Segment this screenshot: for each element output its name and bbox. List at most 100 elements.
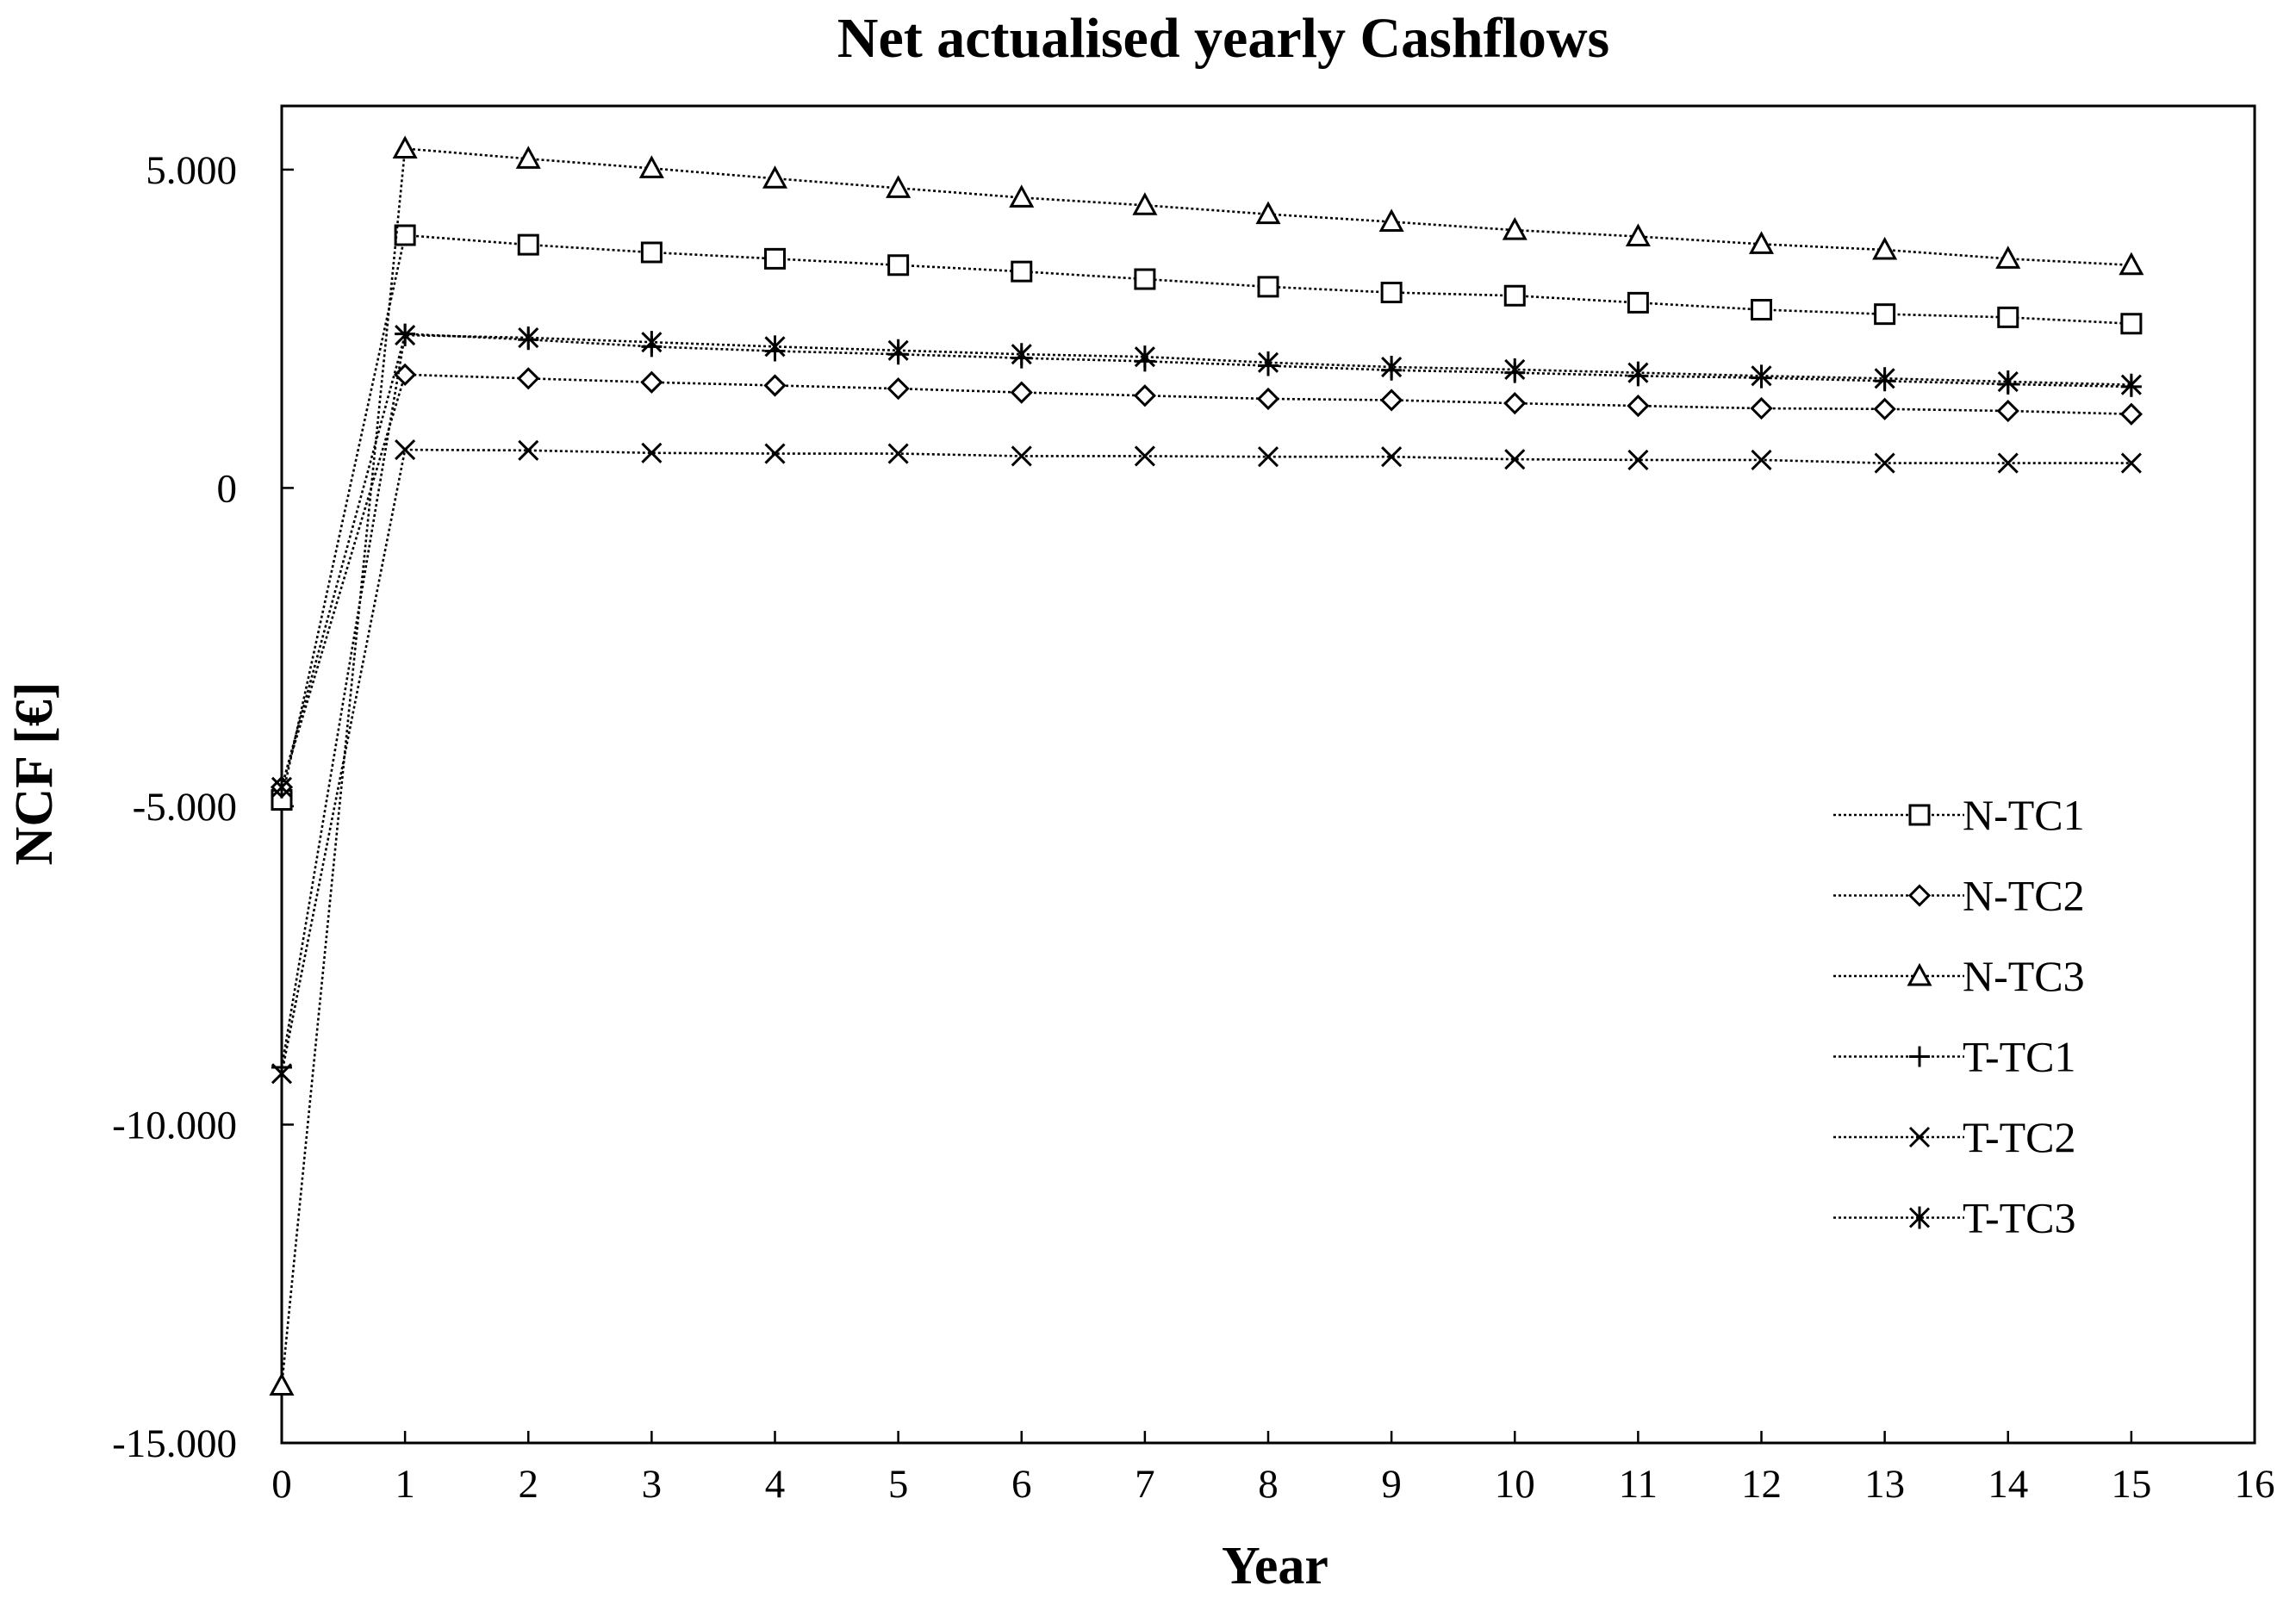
y-tick-label: 5.000	[146, 148, 237, 193]
data-point	[1995, 246, 2021, 269]
data-point	[518, 326, 539, 350]
data-point	[1872, 236, 1898, 260]
data-point	[763, 374, 787, 397]
data-point	[269, 1372, 295, 1396]
series-line	[280, 233, 2131, 800]
data-point	[2119, 402, 2143, 426]
data-point	[1381, 356, 1403, 379]
data-point	[1257, 446, 1279, 468]
data-point	[271, 1063, 293, 1085]
data-point	[1502, 216, 1528, 240]
legend-item: N-TC3	[1833, 952, 2085, 1000]
legend-item: T-TC3	[1833, 1194, 2076, 1242]
data-point	[764, 335, 786, 358]
data-point	[392, 135, 418, 159]
x-axis: 0 1 2 3 4 5 6 7 8 9 10 11 12 13 14 15 16	[271, 1431, 2275, 1507]
y-tick-label: -15.000	[112, 1421, 237, 1466]
data-point	[1997, 370, 2019, 394]
legend-marker	[1907, 884, 1932, 907]
data-point	[395, 439, 416, 461]
y-tick-label: -5.000	[133, 785, 237, 830]
data-point	[887, 443, 909, 464]
data-point	[1874, 303, 1896, 326]
series-T-TC1	[271, 323, 2142, 1078]
data-point	[1134, 268, 1156, 290]
legend-label: T-TC1	[1963, 1033, 2076, 1081]
data-point	[641, 442, 663, 463]
series-line	[280, 333, 2131, 1068]
legend-item: T-TC1	[1833, 1033, 2076, 1081]
data-point	[1627, 361, 1649, 384]
series-T-TC3	[271, 324, 2142, 799]
legend-item: T-TC2	[1833, 1113, 2076, 1161]
series-line	[280, 333, 2131, 788]
legend-label: T-TC2	[1963, 1113, 2076, 1161]
series-N-TC1	[271, 224, 2143, 811]
x-tick-label: 12	[1741, 1462, 1782, 1507]
legend-item: N-TC1	[1833, 791, 2085, 839]
data-point	[764, 247, 786, 270]
y-axis-title: NCF [€]	[5, 682, 64, 866]
x-tick-label: 5	[888, 1462, 909, 1507]
data-point	[1627, 291, 1649, 314]
x-tick-label: 0	[271, 1462, 292, 1507]
data-point	[1748, 231, 1775, 254]
y-axis: 5.000 0 -5.000 -10.000 -15.000	[112, 148, 294, 1466]
x-tick-label: 6	[1011, 1462, 1032, 1507]
data-point	[1256, 387, 1280, 411]
data-point	[1997, 306, 2019, 328]
data-point	[1132, 192, 1158, 215]
data-point	[640, 241, 663, 264]
data-point	[1011, 445, 1032, 467]
data-point	[515, 146, 541, 169]
data-point	[395, 324, 416, 347]
y-tick-label: 0	[217, 466, 238, 511]
data-point	[1627, 449, 1649, 470]
data-point	[394, 363, 417, 386]
legend-label: T-TC3	[1963, 1194, 2076, 1242]
data-point	[1751, 449, 1772, 470]
data-point	[886, 175, 912, 198]
data-point	[2119, 252, 2144, 276]
plot-area-border	[280, 104, 2256, 1445]
data-point	[1255, 201, 1281, 225]
x-tick-label: 15	[2111, 1462, 2151, 1507]
data-point	[394, 224, 416, 246]
legend-item: N-TC2	[1833, 872, 2085, 920]
data-point	[1504, 449, 1526, 470]
x-axis-title: Year	[1222, 1537, 1328, 1595]
data-point	[1503, 284, 1526, 307]
data-point	[1380, 389, 1403, 412]
data-point	[517, 233, 539, 256]
x-tick-label: 7	[1135, 1462, 1155, 1507]
x-tick-label: 10	[1495, 1462, 1535, 1507]
data-point	[1750, 396, 1773, 420]
data-point	[1997, 452, 2019, 474]
series-N-TC2	[270, 363, 2143, 799]
x-tick-label: 1	[395, 1462, 415, 1507]
data-point	[1381, 446, 1403, 468]
data-point	[1873, 397, 1896, 420]
data-point	[271, 775, 293, 799]
series-line	[280, 373, 2131, 788]
legend-label: N-TC2	[1963, 872, 2085, 920]
x-tick-label: 4	[765, 1462, 786, 1507]
data-point	[764, 443, 786, 464]
data-point	[1009, 184, 1035, 208]
data-point	[887, 254, 910, 277]
y-tick-label: -10.000	[112, 1103, 237, 1147]
data-point	[887, 377, 910, 401]
legend-marker	[1908, 1126, 1931, 1148]
data-point	[1011, 260, 1033, 283]
series-line	[280, 147, 2131, 1386]
legend-marker	[1908, 1206, 1931, 1229]
data-point	[1134, 345, 1155, 369]
legend-marker	[1907, 962, 1932, 986]
data-point	[638, 155, 664, 178]
series-layer	[269, 135, 2144, 1396]
x-tick-label: 14	[1988, 1462, 2028, 1507]
data-point	[887, 339, 909, 362]
legend-marker	[1909, 1046, 1930, 1067]
